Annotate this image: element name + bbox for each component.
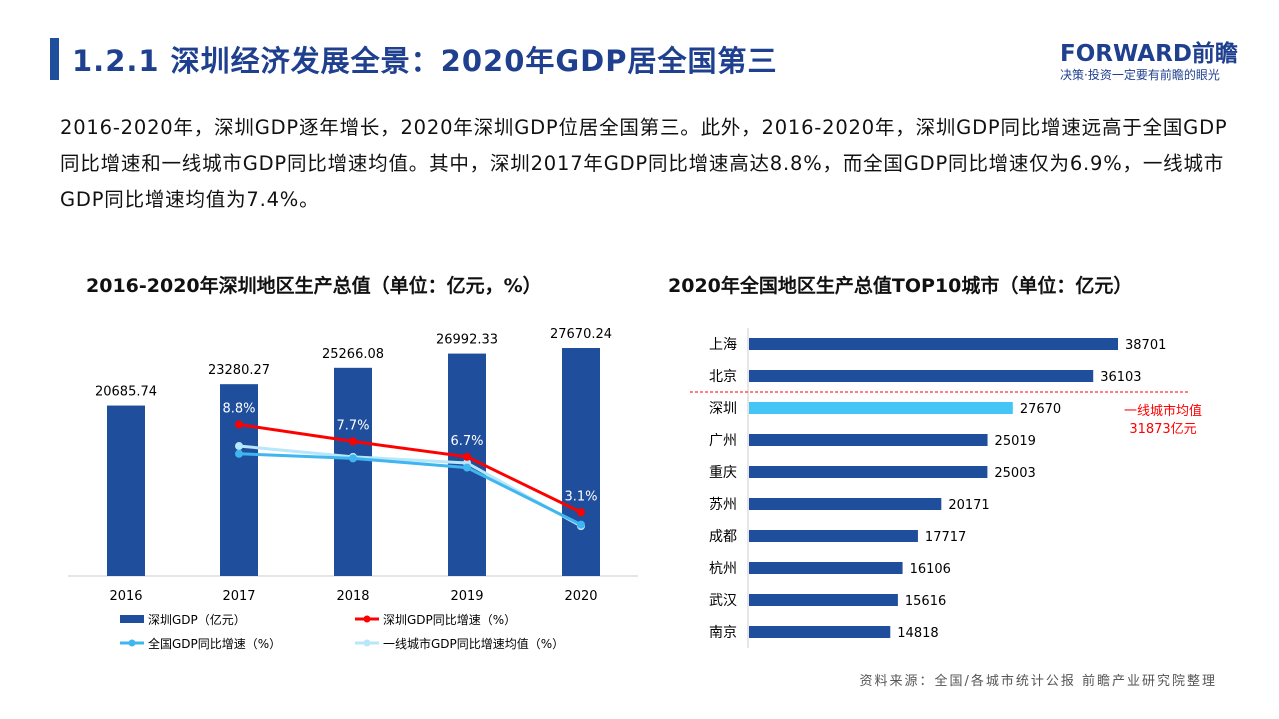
bar [749,594,898,606]
x-tick-label: 2019 [450,589,483,604]
bar-label: 26992.33 [436,333,498,348]
bar [749,402,1013,414]
bar-label: 36103 [1100,370,1141,385]
bar [749,562,903,574]
page-title: 1.2.1 深圳经济发展全景：2020年GDP居全国第三 [72,44,778,78]
category-label: 成都 [709,529,737,545]
line-point [349,437,357,446]
annotation-line1: 一线城市均值 [1124,403,1202,419]
bar-label: 23280.27 [208,363,270,378]
line-point [577,520,585,529]
legend-label: 全国GDP同比增速（%） [148,636,281,651]
legend-marker [363,615,371,623]
bar [749,498,942,510]
legend-swatch [120,615,144,623]
bar [562,347,600,576]
bar [749,338,1118,350]
bar-label: 20685.74 [95,385,157,400]
x-tick-label: 2016 [109,589,142,604]
bar [749,626,891,638]
bar [749,434,988,446]
category-label: 广州 [709,433,737,449]
bar [749,466,988,478]
left-chart-title: 2016-2020年深圳地区生产总值（单位：亿元，%） [86,275,542,297]
bar [334,367,372,576]
annotation-line2: 31873亿元 [1129,422,1196,437]
bar [107,405,145,576]
right-chart-title: 2020年全国地区生产总值TOP10城市（单位：亿元） [668,275,1133,297]
bar-label: 15616 [905,594,946,609]
line-label: 3.1% [564,489,597,504]
line-series [238,422,582,514]
category-label: 深圳 [709,401,737,417]
legend-marker [363,639,371,647]
source-note: 资料来源：全国/各城市统计公报 前瞻产业研究院整理 [859,674,1217,689]
bar-label: 25266.08 [322,347,384,362]
line-label: 8.8% [222,401,255,416]
logo: FORWARD前瞻 决策·投资一定要有前瞻的眼光 [1060,34,1238,83]
logo-slogan: 决策·投资一定要有前瞻的眼光 [1060,68,1220,82]
category-label: 重庆 [709,465,737,481]
bar [220,384,258,576]
bar-label: 17717 [925,530,966,545]
line-label: 6.7% [450,434,483,449]
bar [749,530,918,542]
line-point [235,449,243,458]
category-label: 杭州 [709,561,737,577]
category-label: 上海 [709,337,737,353]
bar-label: 14818 [897,626,938,641]
line-label: 7.7% [336,418,369,433]
line-point [349,454,357,463]
bar-label: 16106 [910,562,951,577]
bar-label: 27670.24 [550,327,612,342]
line-point [463,452,471,461]
title-accent [50,38,59,80]
line-point [235,442,243,451]
line-series [238,452,582,526]
legend-marker [128,639,136,647]
logo-text: FORWARD前瞻 [1060,41,1238,67]
bar-label: 27670 [1020,402,1061,417]
bar [749,370,1094,382]
legend-label: 一线城市GDP同比增速均值（%） [383,636,564,651]
bar-label: 20171 [948,498,989,513]
legend-label: 深圳GDP同比增速（%） [383,613,516,627]
summary-paragraph: 2016-2020年，深圳GDP逐年增长，2020年深圳GDP位居全国第三。此外… [60,116,1228,211]
category-label: 北京 [709,369,737,385]
x-tick-label: 2020 [564,589,597,604]
category-label: 南京 [709,625,737,641]
x-tick-label: 2018 [336,589,369,604]
line-point [463,463,471,472]
line-point [235,420,243,429]
x-tick-label: 2017 [222,589,255,604]
legend-label: 深圳GDP（亿元） [148,612,246,627]
line-point [577,508,585,517]
bar-label: 25003 [994,466,1035,481]
bar-label: 38701 [1125,338,1166,353]
category-label: 苏州 [709,497,737,513]
category-label: 武汉 [709,593,737,609]
bar-label: 25019 [995,434,1036,449]
